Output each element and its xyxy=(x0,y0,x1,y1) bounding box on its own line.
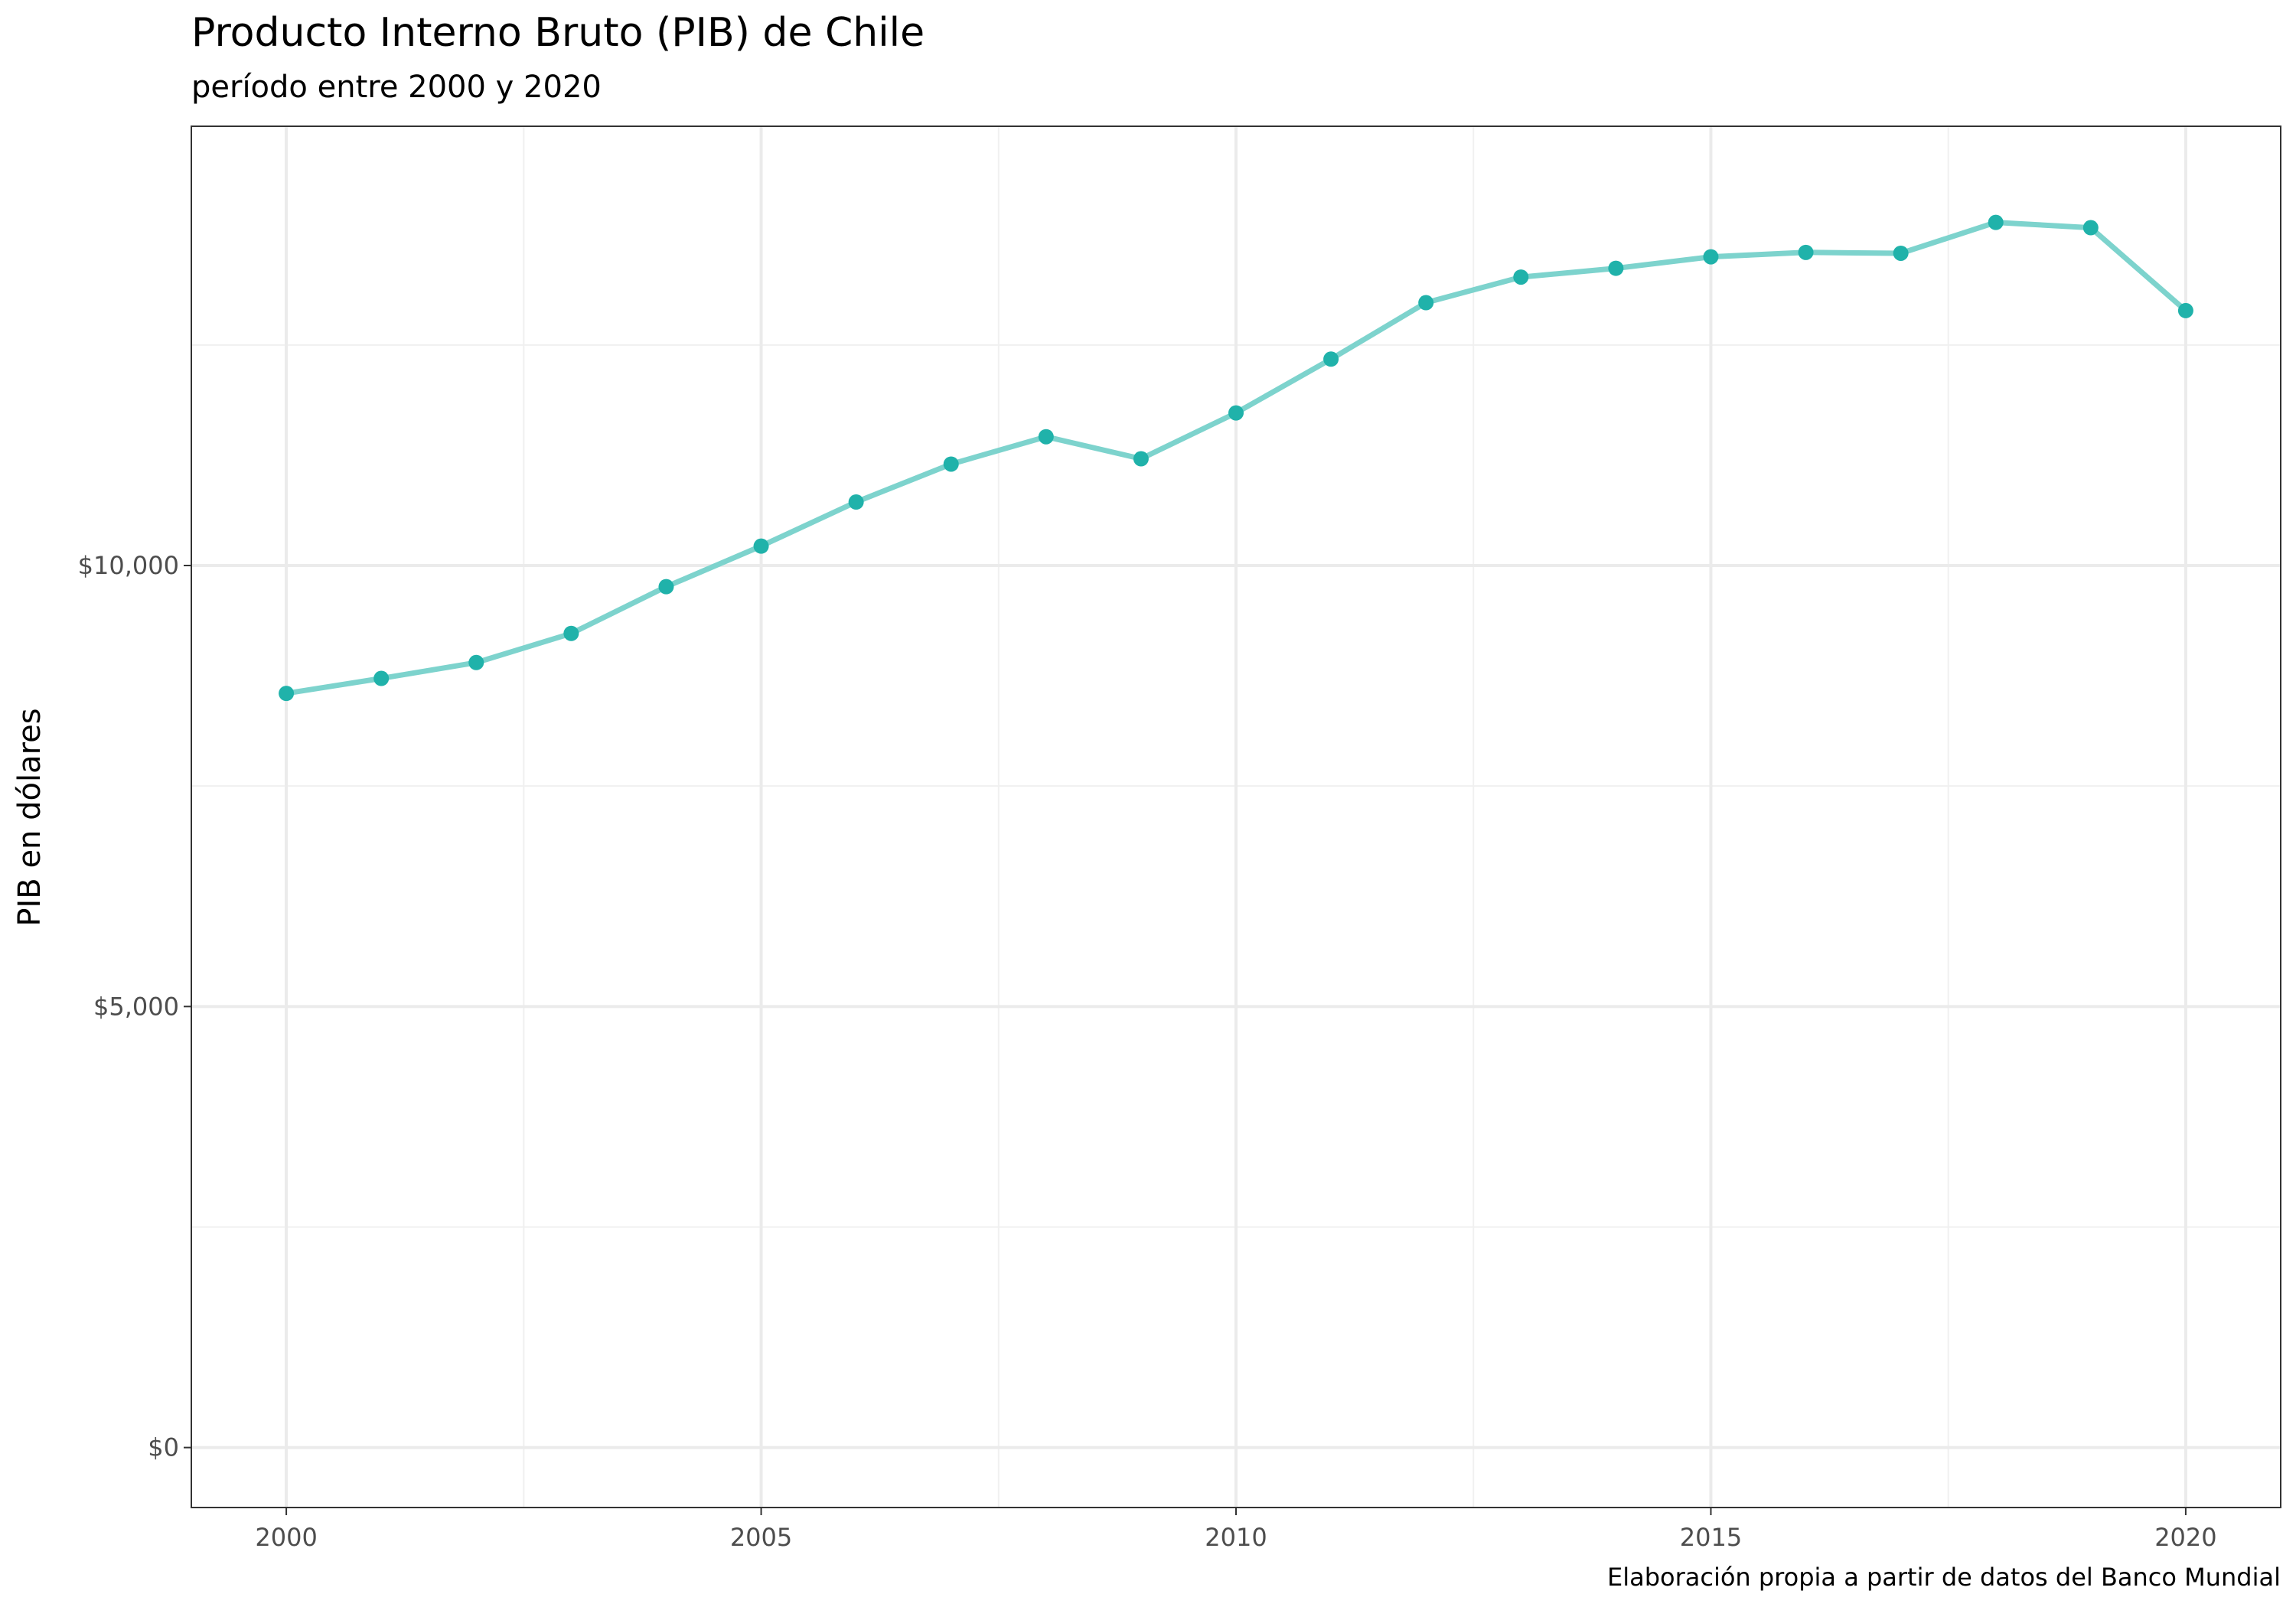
y-tick-label: $5,000 xyxy=(93,992,179,1021)
data-point xyxy=(1608,260,1624,276)
data-point xyxy=(373,670,390,686)
chart-subtitle: período entre 2000 y 2020 xyxy=(191,70,602,105)
x-axis: 2000 2005 2010 2015 2020 xyxy=(255,1508,2217,1552)
data-point xyxy=(1893,245,1909,261)
x-tick-label: 2015 xyxy=(1680,1523,1742,1552)
data-point xyxy=(468,654,484,670)
data-point xyxy=(1988,214,2004,230)
x-tick-label: 2005 xyxy=(730,1523,792,1552)
y-tick-label: $10,000 xyxy=(78,551,179,580)
major-gridlines xyxy=(191,126,2281,1508)
chart-caption: Elaboración propia a partir de datos del… xyxy=(1607,1563,2281,1592)
series-layer xyxy=(279,214,2193,702)
data-point xyxy=(2177,302,2193,318)
data-point xyxy=(658,579,674,595)
data-point xyxy=(1513,269,1529,285)
data-point xyxy=(1703,249,1719,265)
y-axis: $0 $5,000 $10,000 xyxy=(78,551,191,1462)
y-axis-title: PIB en dólares xyxy=(12,708,47,926)
x-tick-label: 2000 xyxy=(255,1523,317,1552)
x-tick-label: 2020 xyxy=(2154,1523,2216,1552)
data-point xyxy=(1133,451,1149,467)
x-tick-label: 2010 xyxy=(1205,1523,1267,1552)
data-point xyxy=(1323,351,1339,367)
data-point xyxy=(848,494,864,510)
data-point xyxy=(1418,295,1434,311)
data-point xyxy=(943,456,959,472)
data-point xyxy=(753,538,769,554)
chart-title: Producto Interno Bruto (PIB) de Chile xyxy=(191,10,925,56)
data-point xyxy=(1038,429,1054,445)
data-point xyxy=(1228,405,1244,421)
data-point xyxy=(563,625,579,641)
data-point xyxy=(2082,220,2099,236)
data-point xyxy=(1798,244,1814,260)
y-tick-label: $0 xyxy=(148,1433,179,1462)
data-point xyxy=(279,686,295,702)
